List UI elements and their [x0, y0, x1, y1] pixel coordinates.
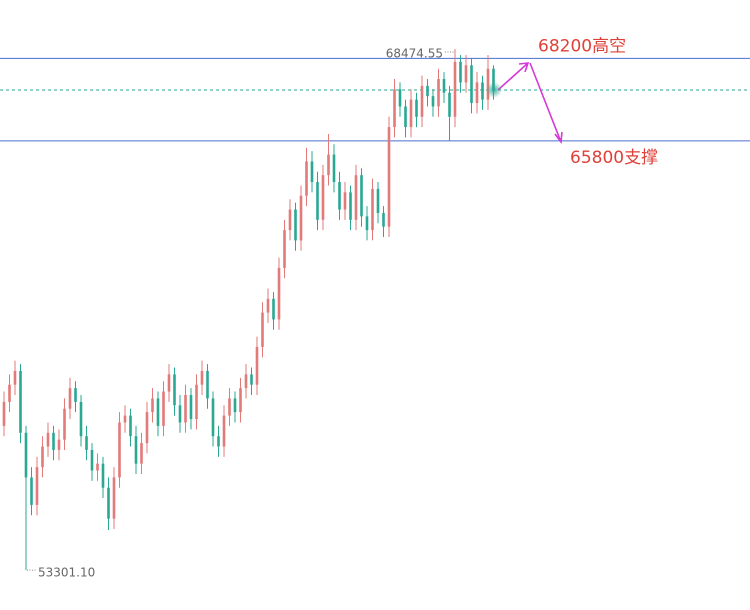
candle-body	[151, 398, 154, 413]
candle-body	[354, 175, 358, 220]
candle-body	[365, 216, 369, 231]
candle-body	[57, 439, 61, 450]
candle-body	[2, 401, 6, 426]
candle-body	[46, 432, 50, 447]
candle-body	[107, 487, 110, 519]
arrow-down	[529, 62, 563, 145]
candle-body	[299, 195, 303, 241]
candle-body	[415, 99, 418, 117]
candle-body	[79, 401, 83, 437]
candle-body	[85, 436, 88, 450]
candle-body	[464, 65, 468, 83]
candle-body	[184, 394, 187, 423]
candle-body	[442, 78, 446, 93]
candle-body	[261, 312, 264, 347]
candle-body	[8, 384, 11, 402]
candle-body	[426, 85, 429, 97]
candle-body	[52, 432, 55, 450]
candle-body	[74, 388, 77, 402]
candle-body	[244, 374, 248, 389]
candle-body	[343, 192, 347, 210]
last-price-dot	[486, 82, 502, 98]
candle-body	[129, 415, 132, 437]
candle-body	[178, 405, 182, 423]
candle-body	[475, 82, 479, 104]
candle-body	[211, 398, 215, 437]
candle-body	[288, 209, 292, 231]
arrow-up	[497, 62, 530, 91]
candle-body	[189, 394, 193, 420]
level-label: 68200高空	[538, 36, 626, 56]
candle-body	[145, 412, 149, 444]
candle-body	[321, 175, 325, 220]
candle-body	[96, 463, 99, 471]
candle-body	[294, 209, 297, 241]
candle-body	[305, 161, 308, 196]
candle-body	[162, 391, 165, 426]
candle-body	[140, 443, 143, 464]
candle-body	[409, 99, 413, 128]
candle-body	[19, 370, 22, 433]
candle-body	[13, 370, 17, 385]
candle-body	[156, 398, 160, 426]
candle-body	[338, 182, 341, 210]
candle-body	[382, 212, 385, 227]
candle-body	[239, 388, 242, 413]
candle-body	[217, 436, 220, 447]
candle-body	[393, 89, 396, 128]
candle-body	[376, 188, 380, 213]
candle-body	[90, 449, 94, 471]
candle-body	[420, 85, 424, 117]
candle-body	[24, 432, 28, 478]
candle-body	[250, 374, 253, 385]
candle-body	[360, 175, 363, 217]
candle-body	[272, 298, 275, 320]
candle-body	[470, 65, 473, 104]
max-label: 68474.55	[386, 46, 443, 60]
candle-body	[398, 89, 402, 107]
level-label: 65800支撑	[570, 148, 658, 168]
candle-body	[437, 78, 440, 107]
candle-body	[173, 374, 176, 406]
candle-body	[123, 415, 127, 423]
candle-body	[310, 161, 314, 183]
min-label: 53301.10	[38, 566, 95, 580]
candle-body	[459, 61, 462, 83]
candle-body	[63, 408, 66, 440]
candle-body	[283, 230, 286, 268]
candle-body	[387, 127, 391, 227]
candle-body	[233, 398, 237, 413]
candle-body	[453, 61, 457, 117]
candle-body	[222, 415, 226, 447]
candle-body	[206, 370, 209, 399]
candle-body	[167, 374, 171, 392]
candle-body	[277, 267, 281, 320]
candle-body	[266, 298, 270, 313]
candle-body	[68, 388, 72, 409]
candle-body	[195, 384, 198, 420]
candle-body	[332, 154, 336, 183]
candle-body	[41, 446, 44, 468]
candle-body	[448, 92, 451, 117]
candle-body	[200, 370, 204, 385]
candle-body	[404, 106, 407, 128]
candle-body	[492, 68, 495, 90]
candle-body	[30, 477, 33, 505]
candle-body	[371, 188, 374, 231]
candle-body	[481, 82, 484, 100]
candle-body	[349, 192, 352, 220]
candle-body	[118, 422, 121, 478]
candle-body	[431, 96, 435, 107]
candle-body	[112, 477, 116, 519]
candle-body	[101, 463, 105, 488]
candle-body	[134, 436, 138, 464]
candle-body	[35, 467, 39, 505]
candle-body	[486, 68, 490, 100]
candle-body	[327, 154, 330, 176]
candle-body	[255, 346, 259, 385]
candle-body	[316, 182, 319, 220]
candle-body	[228, 398, 231, 416]
